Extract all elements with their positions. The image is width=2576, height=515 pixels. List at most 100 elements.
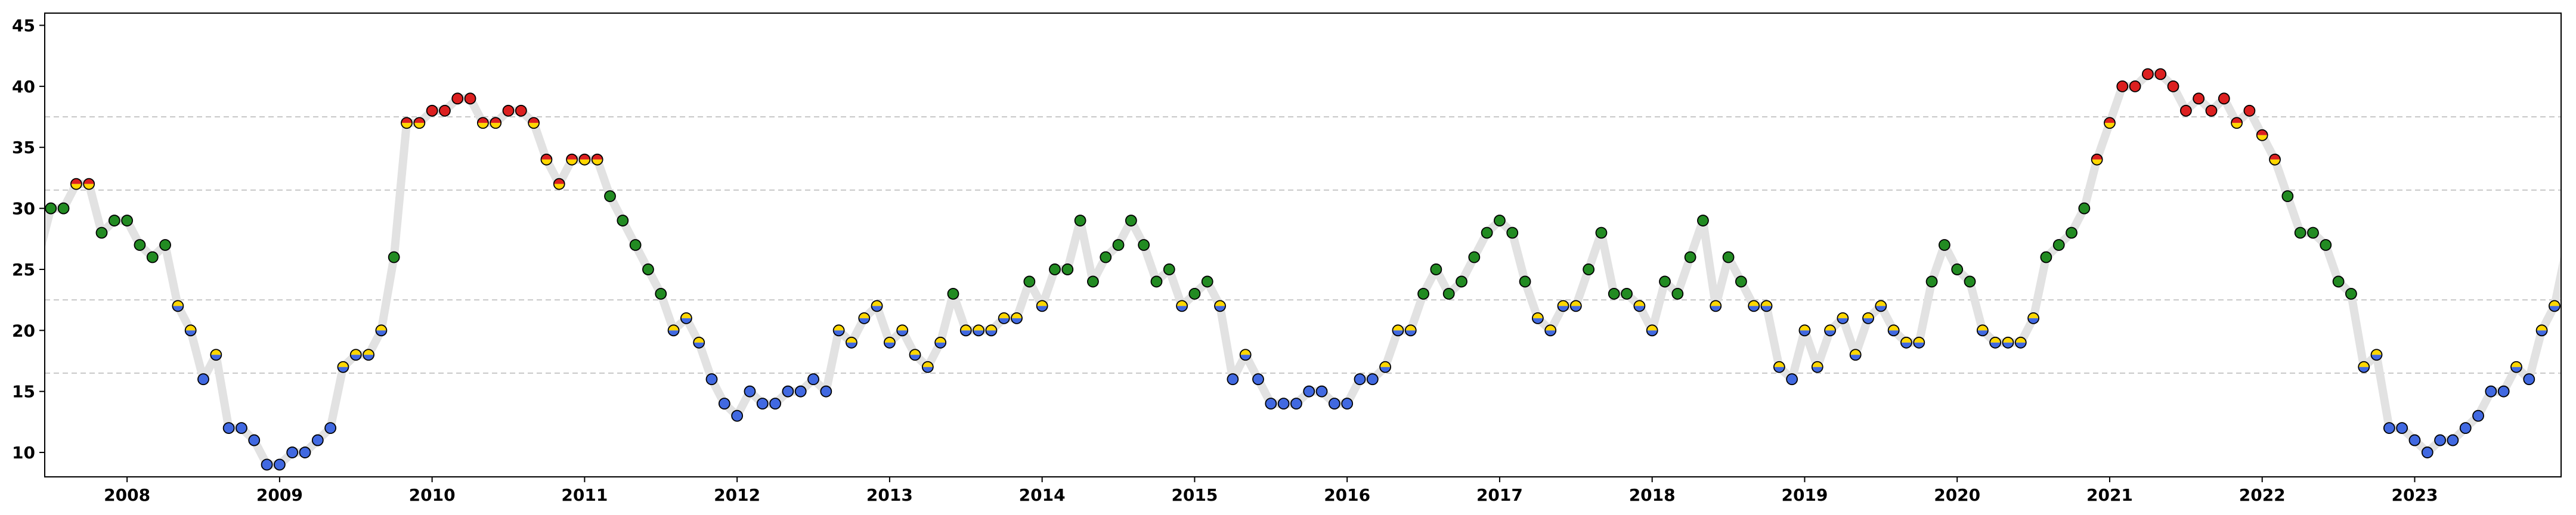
data-point: [1188, 287, 1201, 300]
data-point: [2040, 251, 2052, 263]
data-point-mid: [2307, 227, 2319, 239]
data-point-mid: [1735, 275, 1747, 288]
data-point: [1773, 361, 1785, 373]
data-point: [1710, 300, 1722, 312]
data-point: [337, 361, 349, 373]
data-point: [680, 312, 692, 324]
data-point: [782, 385, 794, 398]
data-point-mid: [1659, 275, 1671, 288]
data-point-bottom-half: [1405, 330, 1416, 336]
data-point-bottom-half: [986, 330, 997, 336]
data-point-mid: [1722, 251, 1735, 263]
x-tick-label: 2023: [2392, 485, 2438, 505]
data-point-bottom-half: [1863, 318, 1874, 324]
data-point: [1925, 275, 1938, 288]
data-point-bottom-half: [1240, 355, 1251, 361]
data-point-bottom-half: [350, 355, 361, 361]
data-point-top-half: [2028, 312, 2039, 318]
data-point-bottom-half: [2256, 135, 2268, 141]
data-point: [1862, 312, 1874, 324]
data-point-bottom-half: [185, 330, 196, 336]
data-point-bottom-half: [2104, 123, 2115, 129]
data-point: [2358, 361, 2370, 373]
data-point-outline: [337, 361, 349, 373]
data-point: [871, 300, 883, 312]
data-point-high: [2193, 92, 2205, 105]
data-point-top-half: [1825, 325, 1836, 331]
data-point: [273, 458, 286, 471]
data-point-mid: [1430, 263, 1442, 275]
data-point: [2535, 324, 2548, 337]
data-point-top-half: [1215, 300, 1226, 306]
data-point-top-half: [680, 312, 692, 318]
data-point-bottom-half: [338, 367, 349, 373]
data-point-bottom-half: [2358, 367, 2370, 373]
data-point: [2154, 68, 2167, 80]
data-point-top-half: [1748, 300, 1760, 306]
data-point-bottom-half: [1875, 306, 1887, 312]
data-point: [349, 349, 362, 361]
data-point-outline: [2535, 324, 2548, 337]
data-point-top-half: [528, 117, 540, 123]
data-point-outline: [83, 178, 95, 190]
x-tick-label: 2022: [2239, 485, 2286, 505]
data-point-mid: [1201, 275, 1213, 288]
data-point: [1824, 324, 1836, 337]
data-point: [1315, 385, 1328, 398]
data-point-top-half: [897, 325, 908, 331]
data-point-low: [1328, 398, 1340, 410]
data-point-bottom-half: [1812, 367, 1823, 373]
data-point: [553, 178, 565, 190]
x-tick-label: 2014: [1019, 485, 1066, 505]
data-point-bottom-half: [579, 159, 590, 165]
data-point-bottom-half: [1710, 306, 1722, 312]
data-point-top-half: [2015, 337, 2026, 343]
data-point: [540, 153, 553, 166]
data-point-bottom-half: [401, 123, 412, 129]
data-point-mid: [1456, 275, 1467, 288]
data-point-low: [782, 385, 794, 398]
data-point-top-half: [83, 178, 95, 184]
data-point: [693, 336, 705, 349]
data-point: [1138, 239, 1150, 251]
data-point: [1036, 300, 1048, 312]
data-point-top-half: [960, 325, 971, 331]
data-point-mid: [2294, 227, 2306, 239]
data-point: [1494, 215, 1506, 227]
data-point-high: [515, 104, 527, 117]
data-point: [2434, 434, 2446, 446]
data-point-top-half: [1570, 300, 1581, 306]
data-point-low: [1290, 398, 1302, 410]
data-point: [1557, 300, 1569, 312]
data-point: [591, 153, 603, 166]
data-point: [1531, 312, 1544, 324]
data-point-outline: [973, 324, 984, 337]
data-point-bottom-half: [1545, 330, 1556, 336]
data-point-bottom-half: [884, 342, 895, 348]
data-point: [172, 300, 184, 312]
x-tick-label: 2016: [1324, 485, 1370, 505]
data-point-mid: [1188, 287, 1201, 300]
data-point: [248, 434, 261, 446]
data-point-bottom-half: [1850, 355, 1861, 361]
data-point: [261, 458, 273, 471]
data-point-top-half: [1036, 300, 1048, 306]
data-point-low: [820, 385, 832, 398]
data-point: [1875, 300, 1887, 312]
data-point: [299, 446, 311, 458]
data-point-outline: [591, 153, 603, 166]
data-point-outline: [1811, 361, 1823, 373]
data-point-top-half: [922, 361, 933, 367]
data-point-mid: [1583, 263, 1595, 275]
data-point-bottom-half: [553, 184, 565, 190]
data-point: [2396, 422, 2408, 435]
data-point: [1735, 275, 1747, 288]
data-point-low: [2421, 446, 2433, 458]
x-tick-label: 2021: [2086, 485, 2133, 505]
data-point-top-half: [833, 325, 844, 331]
data-point-low: [1265, 398, 1277, 410]
data-point: [2307, 227, 2319, 239]
data-point-low: [2459, 422, 2472, 435]
data-point-top-half: [1875, 300, 1887, 306]
data-point-bottom-half: [1380, 367, 1391, 373]
